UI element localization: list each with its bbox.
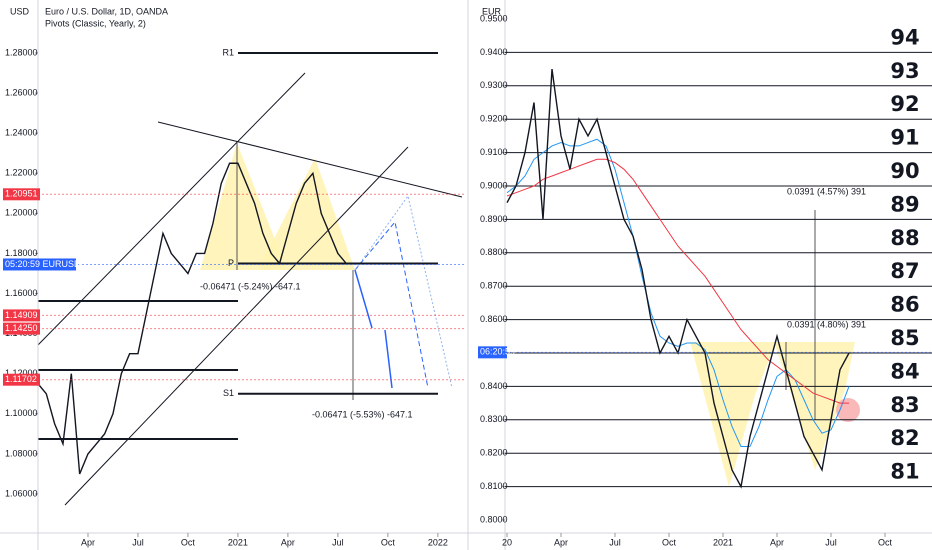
- annotation: -0.06471 (-5.24%) -647.1: [200, 281, 301, 291]
- x-tick-label: Oct: [381, 537, 396, 547]
- level-label: 91: [890, 126, 919, 150]
- price-tag: [3, 322, 40, 335]
- y-tick-label: 1.24000: [5, 128, 38, 138]
- x-tick-label: Apr: [81, 537, 95, 547]
- y-tick-label: 0.8200: [480, 448, 508, 458]
- x-tick-label: Jul: [825, 537, 837, 547]
- level-label: 81: [890, 460, 919, 484]
- level-label: 87: [890, 259, 919, 283]
- annotation: 0.0391 (4.57%) 391: [787, 186, 866, 196]
- y-tick-label: 1.10000: [5, 408, 38, 418]
- level-label: 94: [890, 25, 919, 49]
- level-label: 93: [890, 59, 919, 83]
- annotation: -0.06471 (-5.53%) -647.1: [312, 409, 413, 419]
- currency-label: USD: [10, 6, 30, 16]
- y-tick-label: 0.9200: [480, 114, 508, 124]
- x-tick-label: Oct: [662, 537, 677, 547]
- level-label: 86: [890, 293, 919, 317]
- channel-line: [37, 72, 306, 346]
- x-tick-label: Apr: [770, 537, 784, 547]
- y-tick-label: 1.26000: [5, 87, 38, 97]
- x-tick-label: 2021: [713, 537, 733, 547]
- x-tick-label: Apr: [554, 537, 568, 547]
- level-label: 84: [890, 359, 919, 383]
- x-tick-label: 2021: [228, 537, 248, 547]
- price-tag: [3, 309, 40, 322]
- projection-arrow: [384, 329, 393, 389]
- pattern-shape: [690, 342, 855, 487]
- y-tick-label: 0.8900: [480, 214, 508, 224]
- y-tick-label: 1.18000: [5, 248, 38, 258]
- y-tick-label: 0.8100: [480, 481, 508, 491]
- pattern-shape: [258, 158, 355, 270]
- price-tag-label: 06:20:59: [480, 347, 515, 357]
- y-tick-label: 0.8400: [480, 381, 508, 391]
- price-tag: [3, 258, 76, 271]
- x-tick-label: Apr: [281, 537, 295, 547]
- channel-line: [64, 146, 409, 506]
- y-tick-label: 0.9400: [480, 47, 508, 57]
- y-tick-label: 0.9500: [480, 13, 508, 23]
- pivot-label: S1: [223, 388, 234, 398]
- y-tick-label: 0.8300: [480, 414, 508, 424]
- price-tag: [3, 373, 40, 386]
- level-label: 85: [890, 326, 919, 350]
- y-tick-label: 0.8600: [480, 314, 508, 324]
- y-tick-label: 0.9100: [480, 147, 508, 157]
- y-tick-label: 1.06000: [5, 488, 38, 498]
- chart-subtitle: Pivots (Classic, Yearly, 2): [45, 18, 146, 28]
- projection-path: [354, 220, 429, 389]
- price-line: [506, 69, 850, 489]
- level-label: 88: [890, 226, 919, 250]
- x-tick-label: Jul: [132, 537, 144, 547]
- x-tick-label: Jul: [609, 537, 621, 547]
- annotation: 0.0391 (4.80%) 391: [787, 319, 866, 329]
- y-tick-label: 0.9300: [480, 80, 508, 90]
- level-label: 90: [890, 159, 919, 183]
- price-line: [506, 138, 850, 448]
- level-label: 92: [890, 92, 919, 116]
- y-tick-label: 1.28000: [5, 47, 38, 57]
- y-tick-label: 0.8700: [480, 281, 508, 291]
- price-tag-label: 05:20:59 EURUSD: [5, 259, 81, 269]
- projection-arrow: [354, 269, 373, 329]
- price-tag-label: 1.20951: [5, 189, 38, 199]
- y-tick-label: 1.20000: [5, 208, 38, 218]
- price-line: [506, 158, 849, 404]
- trend-line: [157, 121, 463, 198]
- level-label: 89: [890, 192, 919, 216]
- y-tick-label: 1.12000: [5, 368, 38, 378]
- y-tick-label: 0.8800: [480, 247, 508, 257]
- level-label: 82: [890, 426, 919, 450]
- x-tick-label: Oct: [878, 537, 893, 547]
- right-drawings: [690, 210, 860, 487]
- price-tag-label: 1.14909: [5, 310, 38, 320]
- currency-label: EUR: [482, 6, 502, 16]
- x-tick-label: 2022: [428, 537, 448, 547]
- price-tag: [478, 346, 507, 359]
- x-tick-label: Jul: [332, 537, 344, 547]
- y-tick-label: 1.22000: [5, 168, 38, 178]
- x-tick-label: 20: [502, 537, 512, 547]
- price-line: [37, 162, 355, 475]
- y-tick-label: 0.8000: [480, 514, 508, 524]
- chart-title: Euro / U.S. Dollar, 1D, OANDA: [45, 6, 168, 16]
- x-tick-label: Oct: [181, 537, 196, 547]
- y-tick-label: 1.16000: [5, 288, 38, 298]
- pivot-label: R1: [222, 47, 234, 57]
- y-tick-label: 1.08000: [5, 448, 38, 458]
- level-label: 83: [890, 393, 919, 417]
- price-tag: [3, 188, 40, 201]
- y-tick-label: 0.9000: [480, 180, 508, 190]
- pivot-label: P: [228, 258, 234, 268]
- price-tag-label: 1.11702: [5, 374, 37, 384]
- price-tag-label: 1.14250: [5, 323, 38, 333]
